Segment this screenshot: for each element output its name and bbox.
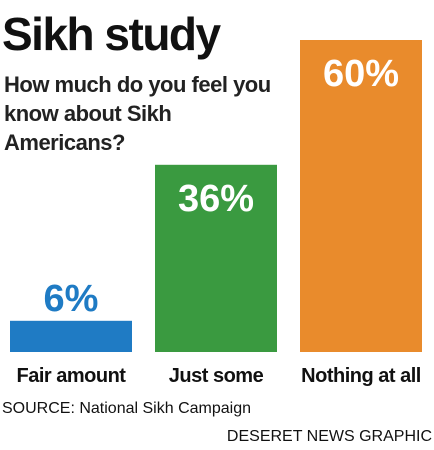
value-label: 36% <box>178 178 254 220</box>
chart-title: Sikh study <box>2 8 222 60</box>
credit: DESERET NEWS GRAPHIC <box>227 428 432 445</box>
bar <box>155 164 277 352</box>
bar <box>10 320 132 352</box>
x-tick-label: Just some <box>169 365 264 387</box>
x-tick-label: Nothing at all <box>301 365 421 387</box>
x-tick-label: Fair amount <box>17 365 127 387</box>
source: SOURCE: National Sikh Campaign <box>2 400 251 417</box>
value-label: 60% <box>323 53 399 95</box>
value-label: 6% <box>44 278 99 320</box>
bar <box>300 40 422 352</box>
chart-subtitle: How much do you feel you know about Sikh… <box>4 72 271 155</box>
